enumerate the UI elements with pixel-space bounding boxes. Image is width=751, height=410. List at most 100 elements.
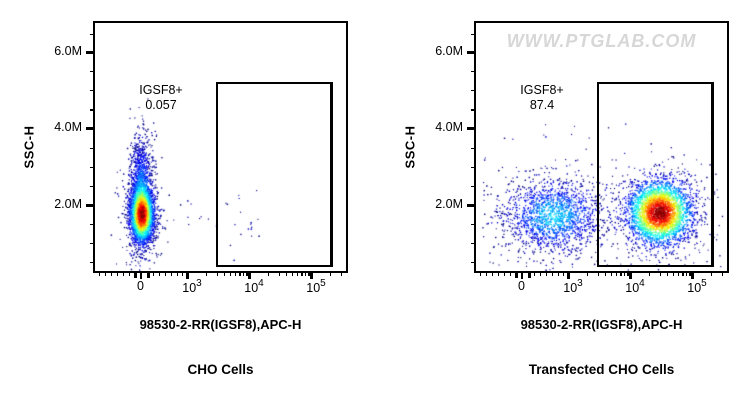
gate-name: IGSF8+ (520, 83, 564, 97)
flow-plot-transfected: WWW.PTGLAB.COM IGSF8+ 87.4 SSC-H 98530-2… (403, 21, 729, 377)
x-minor-tick (498, 271, 500, 276)
y-tick-label: 4.0M (54, 120, 82, 134)
x-minor-tick (605, 271, 607, 276)
x-axis-label: 98530-2-RR(IGSF8),APC-H (139, 317, 302, 332)
y-minor-tick (471, 147, 476, 149)
y-major-tick (467, 127, 476, 130)
x-minor-tick (673, 271, 675, 276)
x-minor-tick (278, 271, 280, 276)
x-minor-tick (682, 271, 684, 276)
x-minor-tick (546, 271, 548, 276)
x-minor-tick (308, 271, 310, 276)
x-minor-tick (165, 271, 167, 276)
x-minor-tick (267, 271, 269, 276)
x-tick-label: 0 (518, 279, 525, 293)
y-tick-label: 4.0M (435, 120, 463, 134)
x-minor-tick (486, 271, 488, 276)
x-minor-tick (624, 271, 626, 276)
x-minor-tick (235, 271, 237, 276)
x-minor-tick (620, 271, 622, 276)
x-minor-tick (710, 271, 712, 276)
x-tick-label: 104 (625, 278, 645, 296)
x-minor-tick (123, 271, 125, 276)
x-minor-tick (721, 271, 723, 276)
x-major-tick (248, 271, 251, 279)
x-minor-tick (329, 271, 331, 276)
y-major-tick (86, 51, 95, 54)
gate-percent: 87.4 (529, 98, 555, 112)
x-minor-tick (105, 271, 107, 276)
y-axis-label: SSC-H (402, 125, 418, 169)
x-minor-tick (552, 271, 554, 276)
x-major-tick (186, 271, 189, 279)
y-minor-tick (471, 185, 476, 187)
y-minor-tick (90, 147, 95, 149)
y-minor-tick (90, 223, 95, 226)
plot-title: Transfected CHO Cells (528, 362, 675, 377)
y-minor-tick (471, 166, 476, 168)
x-minor-tick (216, 271, 218, 276)
plot-title: CHO Cells (187, 362, 254, 377)
x-tick-label: 105 (687, 278, 707, 296)
y-major-tick (467, 51, 476, 54)
x-minor-tick (611, 271, 613, 276)
x-minor-tick (340, 271, 342, 276)
x-minor-tick (558, 271, 560, 276)
x-major-tick (691, 271, 694, 279)
x-minor-tick (504, 271, 506, 276)
x-minor-tick (648, 271, 650, 276)
x-minor-tick (301, 271, 303, 276)
x-minor-tick (534, 271, 536, 276)
y-minor-tick (90, 166, 95, 168)
x-minor-tick (686, 271, 688, 276)
x-minor-tick (286, 271, 288, 276)
x-major-tick (310, 271, 313, 279)
x-minor-tick (224, 271, 226, 276)
x-minor-tick (667, 271, 669, 276)
x-major-tick (520, 271, 523, 279)
x-minor-tick (659, 271, 661, 276)
x-minor-tick (99, 271, 101, 276)
gate-label: IGSF8+ 0.057 (115, 83, 207, 113)
x-minor-tick (540, 271, 542, 276)
x-minor-tick (515, 271, 518, 278)
x-minor-tick (243, 271, 245, 276)
x-major-tick (139, 271, 142, 279)
x-minor-tick (129, 271, 131, 276)
x-minor-tick (111, 271, 113, 276)
x-major-tick (567, 271, 570, 279)
x-minor-tick (153, 271, 155, 276)
x-minor-tick (627, 271, 629, 276)
x-minor-tick (586, 271, 588, 276)
y-axis-label: SSC-H (21, 125, 37, 169)
y-minor-tick (90, 185, 95, 187)
x-tick-label: 105 (306, 278, 326, 296)
x-minor-tick (528, 271, 531, 278)
gate-name: IGSF8+ (139, 83, 183, 97)
x-minor-tick (292, 271, 294, 276)
gate-rectangle (216, 82, 333, 267)
x-minor-tick (147, 271, 150, 278)
y-minor-tick (90, 33, 95, 35)
y-minor-tick (90, 262, 95, 264)
x-minor-tick (616, 271, 618, 276)
x-minor-tick (480, 271, 482, 276)
y-minor-tick (471, 90, 476, 92)
y-tick-label: 6.0M (435, 44, 463, 58)
x-minor-tick (230, 271, 232, 276)
y-minor-tick (471, 71, 476, 73)
gate-percent: 0.057 (145, 98, 177, 112)
scatter-density-canvas (476, 23, 727, 271)
y-minor-tick (471, 33, 476, 35)
gate-label: IGSF8+ 87.4 (496, 83, 588, 113)
x-tick-label: 104 (244, 278, 264, 296)
x-minor-tick (239, 271, 241, 276)
y-minor-tick (90, 109, 95, 111)
x-tick-label: 103 (182, 278, 202, 296)
y-major-tick (467, 204, 476, 207)
x-major-tick (629, 271, 632, 279)
x-minor-tick (510, 271, 512, 276)
x-minor-tick (205, 271, 207, 276)
scatter-density-canvas (95, 23, 346, 271)
x-minor-tick (678, 271, 680, 276)
